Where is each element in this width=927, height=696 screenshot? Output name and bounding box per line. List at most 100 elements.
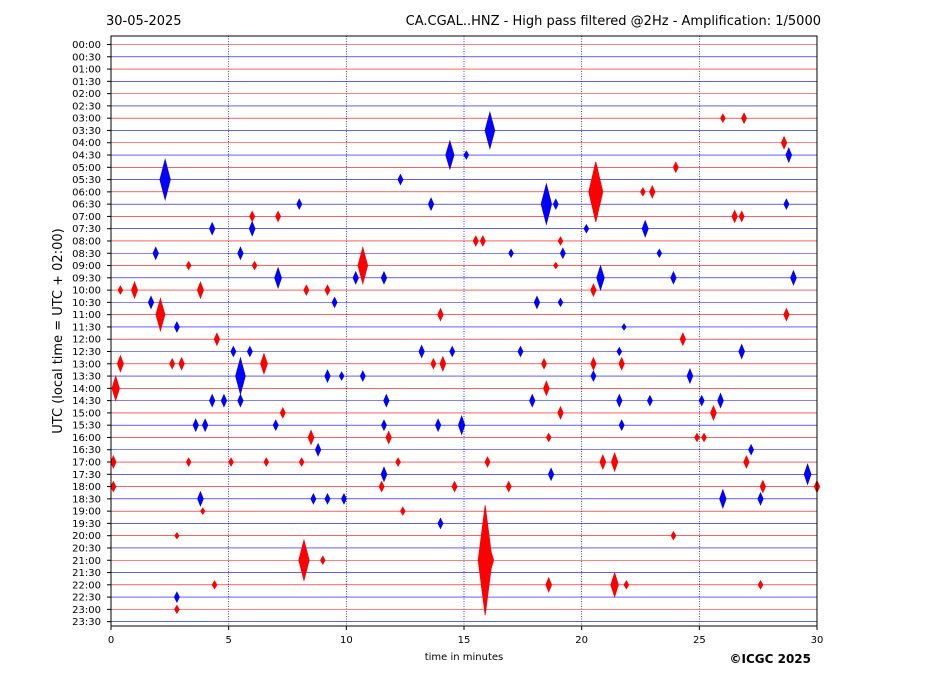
event-spike: [670, 530, 677, 541]
event-spike: [209, 221, 216, 236]
y-tick-label: 20:30: [72, 543, 101, 554]
event-spike: [200, 507, 206, 515]
event-spike: [117, 285, 124, 295]
event-spike: [759, 479, 766, 494]
event-spike: [484, 456, 491, 468]
event-spike: [228, 457, 234, 467]
event-spike: [303, 284, 310, 296]
y-tick-label: 07:00: [72, 212, 101, 223]
event-spike: [780, 135, 788, 150]
event-spike: [731, 209, 738, 224]
event-spike: [646, 394, 653, 407]
event-spike: [656, 248, 663, 259]
event-spike: [557, 405, 564, 420]
event-spike: [623, 580, 630, 590]
event-spike: [378, 480, 385, 493]
chart-title: CA.CGAL..HNZ - High pass filtered @2Hz -…: [406, 14, 821, 29]
event-spike: [357, 245, 369, 286]
event-spike: [230, 345, 237, 358]
event-spike: [324, 284, 331, 296]
y-tick-label: 07:30: [72, 224, 101, 235]
y-tick-label: 03:30: [72, 126, 101, 137]
y-tick-label: 18:00: [72, 482, 101, 493]
event-spike: [220, 393, 228, 408]
x-tick-label: 20: [575, 635, 588, 646]
event-spike: [610, 451, 619, 473]
event-spike: [174, 532, 180, 540]
event-spike: [272, 419, 279, 432]
event-spike: [298, 538, 310, 582]
event-spike: [380, 270, 388, 285]
event-spike: [552, 198, 559, 211]
event-spike: [541, 357, 547, 370]
event-spike: [672, 161, 679, 174]
x-tick-label: 25: [693, 635, 706, 646]
event-spike: [298, 457, 305, 467]
y-axis-label: UTC (local time = UTC + 02:00): [51, 228, 66, 433]
y-tick-label: 03:00: [72, 114, 101, 125]
x-tick-label: 15: [458, 635, 471, 646]
event-spike: [110, 455, 117, 470]
event-spike: [338, 371, 345, 381]
y-tick-label: 15:00: [72, 408, 101, 419]
vertical-gridlines: [228, 36, 700, 626]
event-spike: [152, 246, 159, 261]
x-tick-label: 10: [340, 635, 353, 646]
date-label: 30-05-2025: [106, 14, 182, 29]
event-spike: [174, 604, 180, 615]
event-spike: [173, 321, 180, 333]
event-spike: [147, 295, 155, 310]
y-tick-label: 05:30: [72, 175, 101, 186]
trace-lines: [111, 44, 817, 622]
event-spike: [237, 246, 244, 261]
event-spike: [111, 375, 120, 402]
x-tick-labels: 0 5 10 15 20 25 30: [108, 626, 823, 646]
event-spike: [616, 346, 623, 357]
event-spike: [533, 295, 541, 310]
x-tick-label: 0: [108, 635, 114, 646]
event-spike: [178, 356, 185, 371]
event-spike: [246, 345, 253, 358]
event-spike: [274, 266, 282, 290]
event-spike: [155, 297, 166, 333]
event-spike: [196, 280, 204, 300]
y-tick-label: 06:30: [72, 200, 101, 211]
event-spike: [720, 113, 726, 123]
y-tick-label: 09:00: [72, 261, 101, 272]
event-spike: [169, 357, 176, 370]
event-spike: [116, 354, 124, 373]
event-spike: [505, 480, 512, 493]
event-spike: [694, 432, 700, 443]
y-tick-label: 16:00: [72, 433, 101, 444]
event-spike: [296, 198, 303, 211]
event-spike: [543, 380, 550, 397]
y-tick-label: 12:30: [72, 347, 101, 358]
event-spike: [397, 173, 404, 186]
event-spike: [741, 112, 747, 125]
y-tick-label: 02:00: [72, 89, 101, 100]
event-spike: [618, 356, 625, 371]
y-tick-label: 19:00: [72, 507, 101, 518]
event-spike: [590, 370, 597, 382]
event-spike: [553, 261, 559, 270]
y-tick-label: 06:00: [72, 187, 101, 198]
event-spike: [686, 368, 694, 385]
event-spike: [173, 591, 180, 603]
event-spike: [545, 576, 553, 593]
y-tick-label: 13:30: [72, 372, 101, 383]
y-tick-label: 01:00: [72, 65, 101, 76]
event-spike: [485, 546, 495, 574]
y-tick-label: 14:00: [72, 384, 101, 395]
event-spike: [437, 517, 444, 530]
event-spike: [517, 345, 524, 358]
y-tick-label: 20:00: [72, 531, 101, 542]
event-spike: [590, 356, 597, 371]
x-axis-label: time in minutes: [425, 652, 504, 663]
event-spike: [235, 356, 246, 396]
y-tick-label: 10:30: [72, 298, 101, 309]
y-tick-label: 17:30: [72, 470, 101, 481]
y-tick-label: 04:00: [72, 138, 101, 149]
event-spike: [263, 457, 270, 467]
